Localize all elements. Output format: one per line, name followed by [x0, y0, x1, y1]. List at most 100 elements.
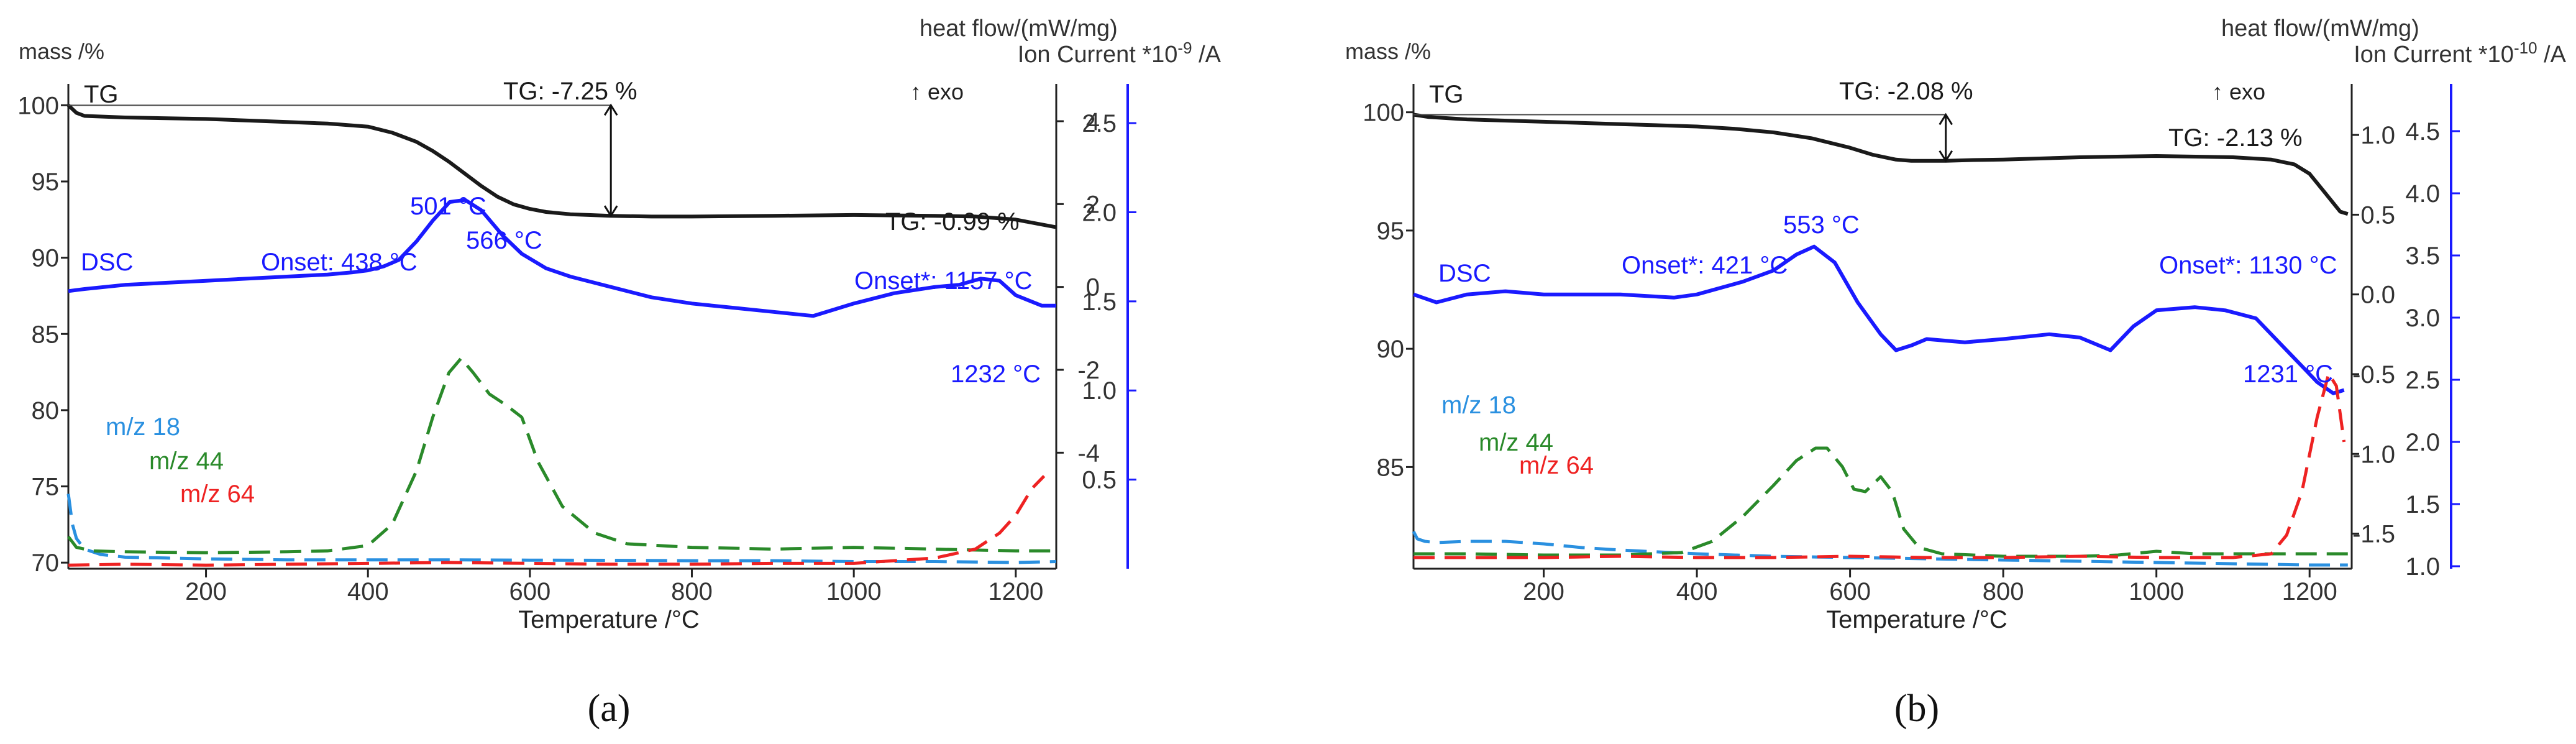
ion-current-tick-label: 2.0	[2405, 429, 2440, 456]
annotation-label: DSC	[1438, 260, 1491, 287]
annotation-label: TG: -0.99 %	[885, 208, 1020, 236]
ion-current-axis-label: Ion Current *10-9 /A	[1018, 39, 1222, 68]
x-tick-label: 800	[671, 578, 713, 605]
mass-tick-label: 90	[32, 245, 60, 272]
heat-flow-tick-label: 0.0	[2360, 282, 2395, 309]
panel-label: (a)	[588, 687, 631, 730]
ion-current-label-base: Ion Current *10	[1018, 42, 1178, 68]
mass-tick-label: 95	[1377, 218, 1405, 245]
heat-flow-axis-label: heat flow/(mW/mg)	[920, 16, 1118, 42]
ion-current-tick-label: 2.5	[1082, 110, 1117, 137]
x-tick-label: 400	[347, 578, 389, 605]
annotation-label: TG	[1429, 81, 1464, 108]
annotation-label: Onset*: 1130 °C	[2159, 252, 2337, 279]
x-tick-label: 600	[1829, 578, 1871, 605]
annotation-label: m/z 44	[149, 448, 224, 475]
heat-flow-tick-label: 0.5	[2360, 201, 2395, 229]
heat-flow-tick-label: 2	[1086, 191, 1100, 218]
ion-current-tick-label: 0.5	[1082, 467, 1117, 494]
ion-current-label-exponent: -10	[2514, 39, 2537, 57]
series-line-dsc	[1413, 244, 2345, 395]
mass-axis-label: mass /%	[19, 39, 104, 64]
annotation-label: Onset: 438 °C	[261, 249, 418, 276]
annotation-label: TG: -2.13 %	[2168, 124, 2303, 152]
exo-indicator: ↑ exo	[2212, 79, 2265, 104]
panel-label: (b)	[1894, 687, 1939, 730]
x-tick-label: 1000	[2129, 578, 2184, 605]
heat-flow-tick-label: 0	[1086, 274, 1100, 301]
heat-flow-tick-label: -0.5	[2352, 361, 2395, 388]
mass-tick-label: 100	[1363, 99, 1404, 127]
mass-tick-label: 85	[1377, 454, 1405, 481]
ion-current-tick-label: 1.0	[1082, 377, 1117, 405]
chart-panel-b: 200 400 600 800 1000 1200 Temperature /°C 85 90 9…	[1345, 16, 2567, 730]
tg-step-arrow-head	[1939, 113, 1953, 126]
heat-flow-tick-label: -1.5	[2352, 521, 2395, 548]
mass-axis-label: mass /%	[1345, 39, 1431, 64]
ion-current-tick-label: 3.5	[2405, 242, 2440, 270]
annotation-label: m/z 18	[106, 413, 180, 441]
x-axis-label: Temperature /°C	[518, 606, 700, 633]
ion-current-tick-label: 3.0	[2405, 305, 2440, 332]
heat-flow-tick-label: 1.0	[2360, 122, 2395, 149]
ion-current-axis-label: Ion Current *10-10 /A	[2354, 39, 2566, 68]
ion-current-tick-label: 1.0	[2405, 553, 2440, 581]
annotation-label: DSC	[81, 249, 133, 276]
annotation-label: 501 °C	[410, 193, 486, 220]
tg-step-arrow-head	[603, 205, 618, 218]
x-axis-label: Temperature /°C	[1826, 606, 2007, 633]
annotation-label: 553 °C	[1783, 211, 1860, 239]
exo-indicator: ↑ exo	[910, 79, 964, 104]
ion-current-label-unit: /A	[2537, 42, 2567, 68]
ion-current-label-exponent: -9	[1177, 39, 1192, 57]
ion-current-tick-label: 2.5	[2405, 367, 2440, 394]
annotation-label: TG	[84, 81, 119, 108]
heat-flow-tick-label: 4	[1086, 108, 1100, 135]
series-line-mz18	[1412, 530, 2348, 567]
mass-tick-label: 70	[32, 549, 60, 577]
ion-current-tick-label: 1.5	[1082, 288, 1117, 316]
annotation-label: TG: -7.25 %	[503, 78, 637, 105]
annotation-label: Onset*: 1157 °C	[854, 267, 1033, 295]
mass-tick-label: 95	[32, 168, 60, 196]
x-tick-label: 400	[1676, 578, 1718, 605]
series-line-mz64	[68, 475, 1046, 567]
annotation-label: Onset*: 421 °C	[1622, 252, 1788, 279]
ion-current-label-base: Ion Current *10	[2354, 42, 2514, 68]
ion-current-tick-label: 2.0	[1082, 199, 1117, 226]
mass-tick-label: 90	[1377, 336, 1405, 363]
heat-flow-tick-label: -4	[1077, 439, 1100, 467]
tg-step-arrow-head	[1939, 150, 1953, 163]
x-tick-label: 200	[185, 578, 227, 605]
x-tick-label: 1200	[2282, 578, 2337, 605]
mass-tick-label: 75	[32, 474, 60, 501]
annotation-label: 1231 °C	[2243, 361, 2333, 388]
heat-flow-tick-label: -1.0	[2352, 441, 2395, 468]
x-tick-label: 200	[1523, 578, 1564, 605]
annotation-label: m/z 18	[1441, 392, 1516, 419]
annotation-label: TG: -2.08 %	[1839, 78, 1973, 105]
heat-flow-tick-label: -2	[1077, 357, 1100, 384]
series-line-tg	[1413, 113, 2349, 216]
annotation-label: 1232 °C	[951, 361, 1041, 388]
series-line-mz44	[1414, 446, 2348, 558]
series-line-tg	[66, 104, 1057, 229]
x-tick-label: 800	[1983, 578, 2024, 605]
annotation-label: 566 °C	[466, 227, 542, 254]
annotation-label: m/z 64	[1519, 452, 1594, 479]
series-line-mz44	[67, 357, 1056, 554]
mass-tick-label: 80	[32, 397, 60, 425]
series-line-dsc	[68, 198, 1056, 318]
mass-tick-label: 85	[32, 321, 60, 348]
x-tick-label: 600	[509, 578, 550, 605]
ion-current-label-unit: /A	[1192, 42, 1222, 68]
x-tick-label: 1000	[826, 578, 882, 605]
x-tick-label: 1200	[988, 578, 1043, 605]
annotation-label: m/z 64	[180, 480, 255, 508]
heat-flow-axis-label: heat flow/(mW/mg)	[2221, 16, 2419, 42]
ion-current-tick-label: 4.0	[2405, 180, 2440, 208]
ion-current-tick-label: 1.5	[2405, 491, 2440, 518]
tg-step-arrow-head	[603, 103, 618, 116]
